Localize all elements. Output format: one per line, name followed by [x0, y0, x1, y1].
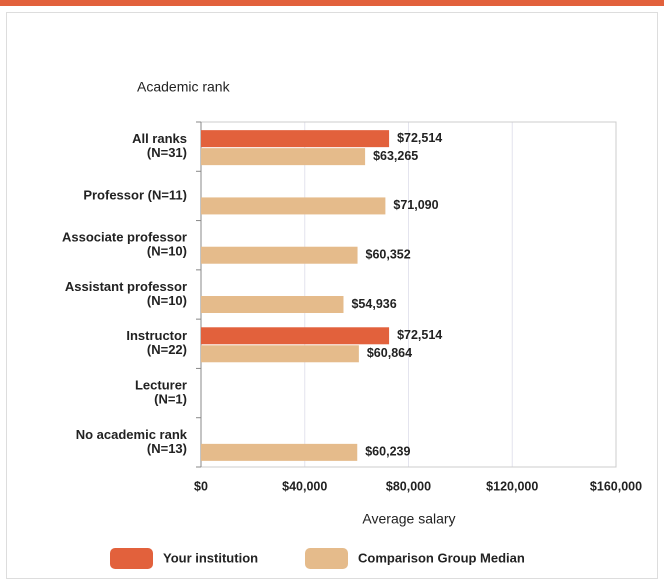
data-label: $60,352 — [366, 248, 411, 262]
bar — [201, 130, 390, 148]
bar — [201, 345, 359, 363]
legend-label: Comparison Group Median — [358, 550, 525, 565]
x-tick-label: $40,000 — [282, 479, 327, 493]
y-tick-label: Lecturer — [135, 378, 187, 393]
y-tick-label: Assistant professor — [65, 279, 187, 294]
legend-swatch — [305, 548, 348, 569]
y-tick-label: (N=10) — [147, 293, 187, 308]
bar — [201, 197, 386, 215]
y-tick-label: (N=22) — [147, 342, 187, 357]
y-tick-label: Instructor — [126, 328, 187, 343]
y-axis-title: Academic rank — [137, 79, 231, 95]
x-tick-label: $0 — [194, 479, 208, 493]
y-tick-label: Professor (N=11) — [83, 187, 187, 202]
bar — [201, 296, 344, 313]
x-tick-label: $160,000 — [590, 479, 642, 493]
data-label: $72,514 — [397, 328, 442, 342]
data-label: $72,514 — [397, 131, 442, 145]
data-label: $54,936 — [351, 297, 396, 311]
y-tick-label: (N=10) — [147, 244, 187, 259]
y-tick-label: All ranks — [132, 131, 187, 146]
y-tick-label: (N=13) — [147, 441, 187, 456]
y-tick-label: No academic rank — [76, 427, 188, 442]
y-tick-label: (N=31) — [147, 145, 187, 160]
y-tick-label: (N=1) — [154, 392, 187, 407]
data-label: $60,864 — [367, 346, 412, 360]
data-label: $60,239 — [365, 445, 410, 459]
bar — [201, 148, 366, 166]
legend-label: Your institution — [163, 550, 258, 565]
y-tick-label: Associate professor — [62, 230, 187, 245]
bar — [201, 443, 358, 461]
x-tick-label: $120,000 — [486, 479, 538, 493]
x-axis-title: Average salary — [362, 511, 455, 527]
bar — [201, 327, 390, 345]
top-accent — [0, 0, 664, 6]
data-label: $63,265 — [373, 149, 418, 163]
bar — [201, 246, 358, 264]
legend-swatch — [110, 548, 153, 569]
panel — [6, 12, 658, 579]
data-label: $71,090 — [393, 198, 438, 212]
x-tick-label: $80,000 — [386, 479, 431, 493]
